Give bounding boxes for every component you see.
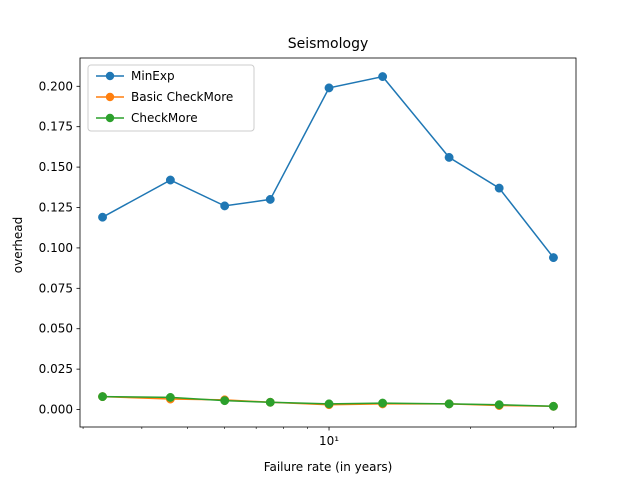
y-tick-label: 0.150 xyxy=(39,160,73,174)
data-point xyxy=(265,194,275,204)
legend-entry: MinExp xyxy=(131,69,175,83)
y-tick-label: 0.125 xyxy=(39,201,73,215)
data-point xyxy=(494,400,504,410)
y-tick-label: 0.075 xyxy=(39,281,73,295)
data-point xyxy=(324,83,334,93)
data-point xyxy=(494,183,504,193)
y-tick-label: 0.200 xyxy=(39,79,73,93)
y-tick-label: 0.050 xyxy=(39,322,73,336)
y-axis-label: overhead xyxy=(11,217,25,274)
data-point xyxy=(98,212,107,222)
data-point xyxy=(378,398,388,408)
data-point xyxy=(378,72,388,82)
y-tick-label: 0.000 xyxy=(39,403,73,417)
x-tick-label: 10¹ xyxy=(319,434,339,448)
data-point xyxy=(549,253,558,263)
legend-marker xyxy=(105,92,115,102)
data-point xyxy=(549,401,558,411)
data-point xyxy=(265,397,275,407)
data-point xyxy=(444,152,454,162)
data-point xyxy=(165,392,175,402)
legend: MinExp Basic CheckMore CheckMore xyxy=(87,64,255,132)
y-tick-label: 0.025 xyxy=(39,362,73,376)
legend-entry: CheckMore xyxy=(131,111,198,125)
data-point xyxy=(444,399,454,409)
y-tick-label: 0.175 xyxy=(39,120,73,134)
data-point xyxy=(98,392,107,402)
data-point xyxy=(324,399,334,409)
legend-entry: Basic CheckMore xyxy=(131,90,233,104)
data-point xyxy=(165,175,175,185)
chart-title: Seismology xyxy=(288,36,369,52)
legend-marker xyxy=(105,71,115,81)
data-point xyxy=(220,396,230,406)
x-axis-label: Failure rate (in years) xyxy=(264,460,393,474)
y-tick-label: 0.100 xyxy=(39,241,73,255)
legend-box xyxy=(87,64,255,132)
data-point xyxy=(220,201,230,211)
axes-frame xyxy=(79,57,577,428)
legend-marker xyxy=(105,113,115,123)
